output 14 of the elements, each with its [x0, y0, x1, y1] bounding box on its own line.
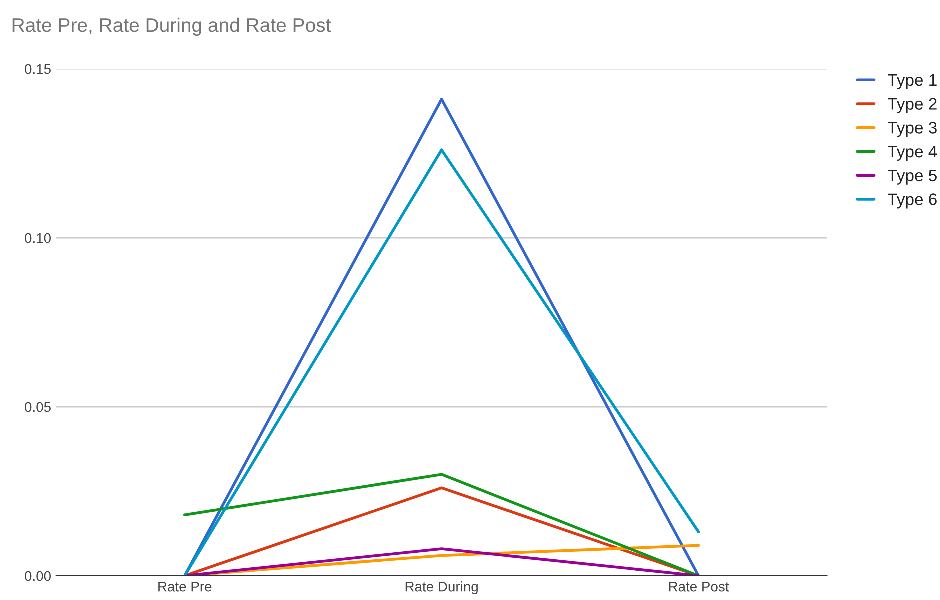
- legend-label: Type 2: [888, 98, 937, 114]
- y-tick-label: 0.15: [25, 64, 51, 74]
- legend-label: Type 1: [888, 74, 937, 90]
- y-tick-label: 0.10: [25, 233, 51, 244]
- legend-label: Type 5: [888, 170, 937, 185]
- chart-title: Rate Pre, Rate During and Rate Post: [12, 18, 332, 36]
- x-tick-label: Rate Pre: [158, 582, 212, 592]
- legend-label: Type 6: [888, 194, 937, 209]
- y-tick-label: 0.00: [25, 571, 51, 582]
- legend-label: Type 4: [888, 146, 938, 162]
- x-tick-label: Rate Post: [669, 582, 730, 592]
- legend-label: Type 3: [888, 122, 937, 138]
- x-tick-label: Rate During: [406, 582, 478, 595]
- y-tick-label: 0.05: [25, 402, 51, 412]
